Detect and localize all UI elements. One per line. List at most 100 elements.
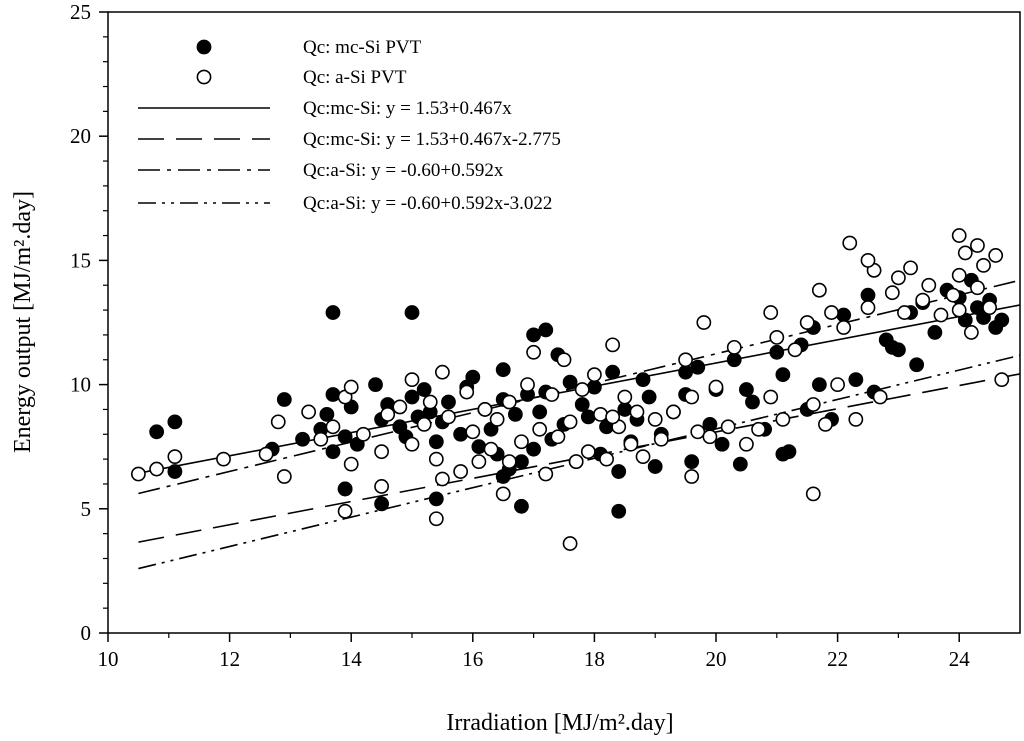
mc-si-point-113 (495, 469, 511, 484)
mc-si-point-69 (714, 436, 730, 452)
mc-si-point-5 (276, 392, 292, 407)
x-tick-label-22: 22 (827, 647, 848, 671)
a-si-point-94 (957, 245, 973, 261)
mc-si-point-27 (453, 426, 469, 442)
mc-si-point-51 (587, 379, 602, 395)
a-si-point-22 (428, 451, 444, 467)
mc-si-point-30 (471, 439, 487, 455)
mc-si-point-71 (732, 456, 748, 472)
data-points (130, 228, 1010, 551)
a-si-point-99 (988, 248, 1004, 263)
a-si-point-76 (824, 305, 839, 320)
legend-label-6: Qc:a-Si: y = -0.60+0.592x-3.022 (303, 193, 552, 214)
a-si-point-79 (842, 235, 858, 251)
mc-si-point-1 (149, 424, 165, 440)
a-si-point-33 (501, 394, 517, 410)
a-si-point-104 (805, 486, 821, 502)
a-si-point-28 (471, 454, 487, 470)
legend-marker-1 (196, 39, 212, 55)
mc-si-point-66 (690, 359, 706, 375)
plot-area (107, 11, 1021, 634)
x-tick-label-10: 10 (98, 647, 119, 671)
a-si-point-52 (623, 436, 639, 452)
mc-si-point-41 (526, 441, 541, 457)
a-si-point-81 (860, 300, 876, 315)
a-si-point-19 (404, 436, 420, 452)
a-si-point-54 (635, 449, 651, 465)
mc-si-point-8 (319, 407, 335, 422)
a-si-point-83 (872, 389, 888, 405)
a-si-point-100 (994, 372, 1010, 388)
a-si-point-74 (811, 282, 827, 298)
mc-si-point-104 (775, 446, 791, 462)
a-si-point-97 (976, 257, 991, 273)
a-si-point-27 (465, 424, 481, 440)
a-si-point-85 (891, 270, 906, 286)
a-si-point-84 (884, 285, 900, 301)
a-si-point-47 (593, 407, 608, 422)
a-si-point-57 (666, 404, 681, 420)
a-si-point-46 (587, 367, 602, 383)
a-si-point-61 (696, 315, 712, 330)
a-si-point-36 (526, 344, 541, 360)
a-si-point-20 (416, 416, 432, 432)
mc-si-point-40 (526, 327, 541, 343)
mc-si-point-61 (647, 459, 663, 474)
legend-label-3: Qc:mc-Si: y = 1.53+0.467x (303, 98, 512, 119)
a-si-point-9 (313, 431, 329, 447)
a-si-point-53 (629, 404, 645, 420)
a-si-point-31 (489, 411, 505, 427)
legend-label-2: Qc: a-Si PVT (303, 67, 407, 88)
mc-si-point-82 (836, 307, 852, 323)
mc-si-point-10 (325, 444, 341, 460)
fit-lines (138, 279, 1021, 570)
a-si-point-68 (763, 305, 779, 320)
mc-si-point-100 (884, 339, 900, 355)
y-axis-title: Energy output [MJ/m².day] (10, 191, 36, 453)
a-si-point-73 (805, 397, 821, 412)
a-si-point-63 (708, 379, 724, 395)
mc-si-point-6 (295, 431, 310, 447)
y-tick-label-0: 0 (81, 621, 92, 645)
a-si-point-91 (945, 287, 961, 303)
a-si-point-70 (775, 411, 791, 427)
mc-si-point-72 (745, 394, 760, 410)
mc-si-point-26 (441, 394, 456, 410)
a-si-point-45 (580, 444, 596, 460)
legend-label-4: Qc:mc-Si: y = 1.53+0.467x-2.775 (303, 129, 561, 150)
a-si-point-105 (562, 536, 578, 551)
a-si-point-34 (514, 434, 529, 450)
a-si-point-12 (343, 456, 359, 472)
a-si-point-78 (836, 320, 852, 335)
a-si-point-90 (933, 307, 949, 323)
mc-si-point-109 (337, 481, 353, 497)
mc-si-point-20 (404, 389, 420, 405)
mc-si-point-111 (325, 305, 341, 320)
mc-si-point-60 (641, 389, 657, 405)
mc-si-point-70 (726, 352, 742, 368)
a-si-point-67 (751, 421, 766, 437)
legend-marker-2 (196, 69, 212, 85)
mc-si-point-110 (404, 305, 420, 320)
a-si-point-60 (690, 424, 706, 440)
a-si-point-41 (556, 352, 572, 368)
mc-si-point-107 (428, 491, 444, 507)
a-si-point-113 (434, 471, 450, 487)
a-si-point-59 (684, 389, 700, 405)
mc-si-point-34 (495, 362, 511, 378)
a-si-point-89 (921, 277, 937, 293)
mc-si-point-37 (507, 407, 523, 422)
axes: 10 12 14 16 18 20 22 24 0 5 10 15 20 25 (70, 0, 970, 671)
mc-si-point-15 (368, 377, 383, 392)
a-si-point-77 (830, 377, 845, 392)
a-si-point-17 (392, 399, 408, 415)
x-tick-label-20: 20 (706, 647, 727, 671)
a-si-point-18 (404, 372, 420, 388)
a-si-point-30 (483, 441, 499, 457)
mc-si-point-74 (769, 344, 785, 360)
a-si-point-24 (441, 409, 456, 425)
mc-si-point-55 (611, 464, 627, 479)
mc-si-point-42 (532, 404, 548, 420)
mc-si-point-3 (167, 464, 183, 479)
